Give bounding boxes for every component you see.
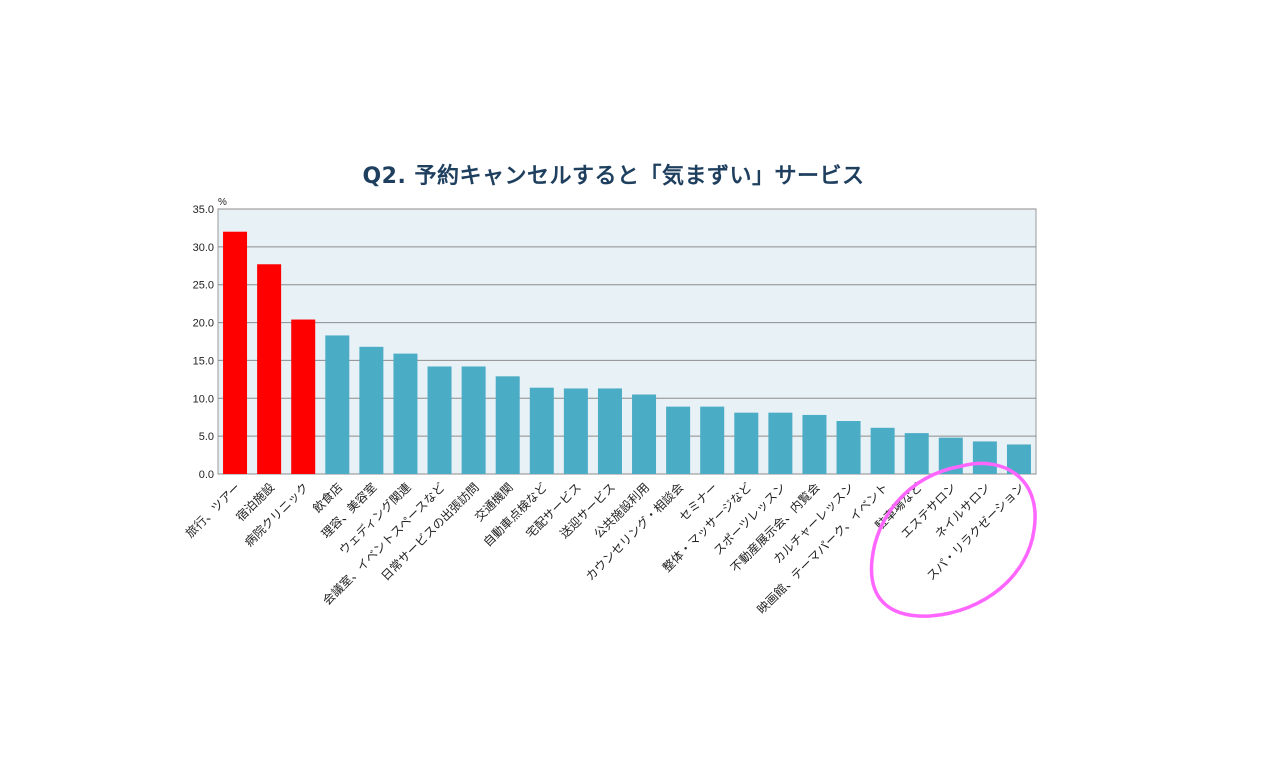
bar — [700, 406, 725, 474]
bar — [1006, 444, 1031, 474]
chart-title: Q2. 予約キャンセルすると「気まずい」サービス — [362, 164, 865, 189]
bar — [597, 388, 622, 474]
bar — [632, 394, 657, 474]
plot-area — [217, 208, 1037, 475]
y-tick-label: 5.0 — [199, 431, 214, 443]
y-tick-label: 15.0 — [193, 355, 214, 367]
y-tick-label: 20.0 — [193, 318, 214, 330]
bar — [972, 441, 997, 474]
x-category-label: 旅行、ツアー — [183, 480, 243, 540]
y-tick-label: 0.0 — [199, 469, 214, 481]
x-category-label: 会議室、イベントスペースなど — [319, 480, 447, 608]
y-unit-label: % — [218, 197, 227, 208]
bar — [495, 376, 520, 474]
bar — [359, 346, 384, 474]
y-tick-label: 35.0 — [193, 204, 214, 216]
bar — [325, 335, 350, 474]
bar — [870, 427, 895, 474]
bar — [223, 231, 248, 474]
highlight-circle — [869, 461, 1037, 618]
bar — [291, 319, 316, 474]
bar — [563, 388, 588, 474]
bar — [427, 366, 452, 474]
bar — [904, 433, 929, 474]
bar — [461, 366, 486, 474]
y-tick-label: 30.0 — [193, 242, 214, 254]
bar — [666, 406, 691, 474]
bar — [529, 387, 554, 474]
bar — [802, 414, 827, 474]
bar — [257, 264, 282, 474]
bar — [836, 421, 861, 474]
y-tick-label: 10.0 — [193, 393, 214, 405]
bar — [393, 353, 418, 474]
bar — [768, 412, 793, 474]
y-tick-label: 25.0 — [193, 280, 214, 292]
bar — [734, 412, 759, 474]
